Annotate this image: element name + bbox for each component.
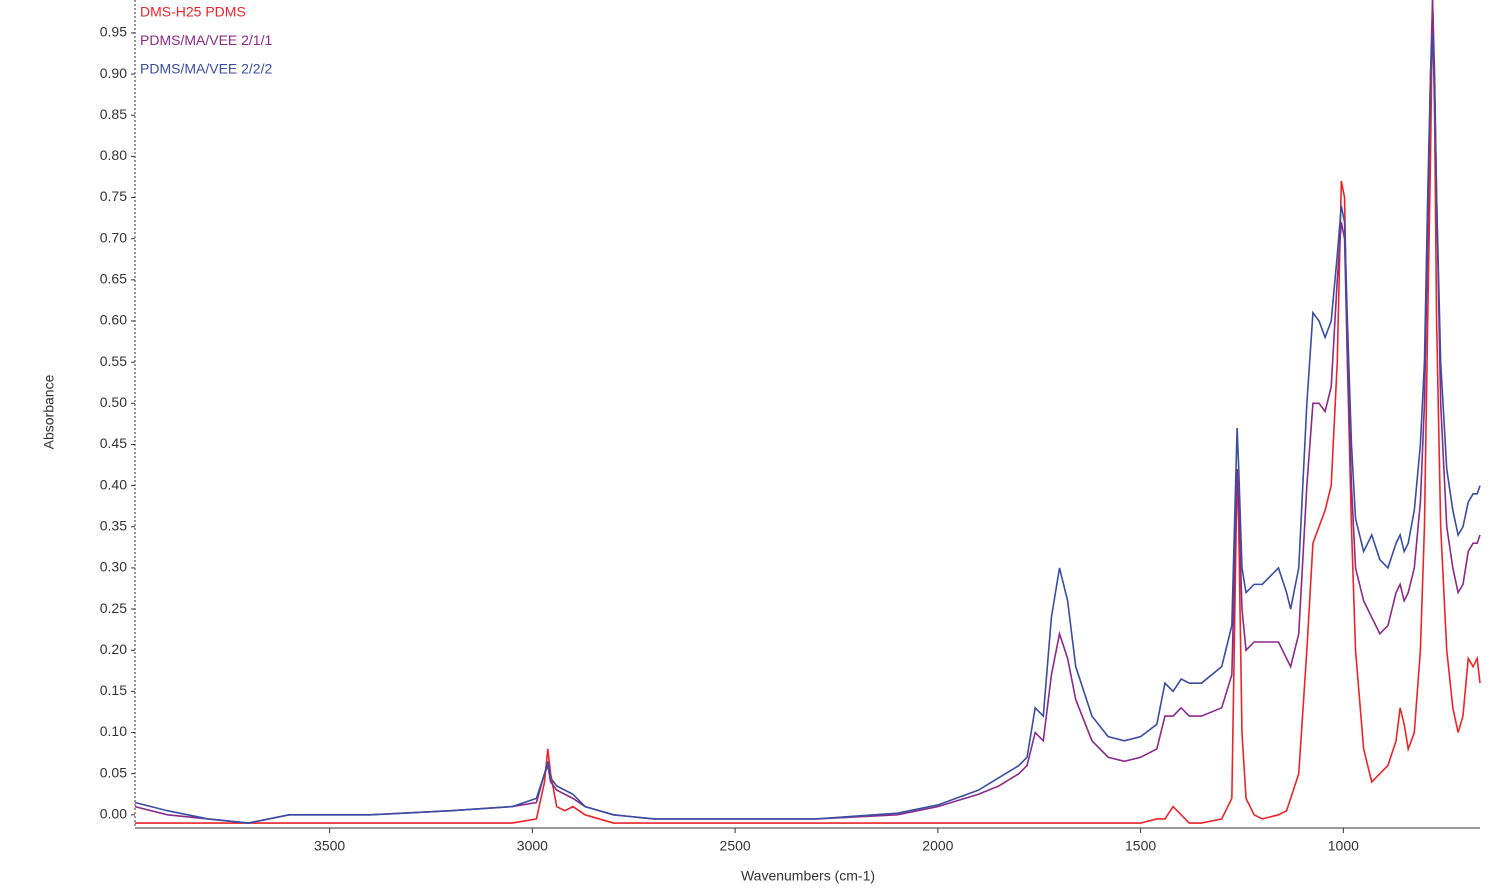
- legend-entry: DMS-H25 PDMS: [140, 4, 246, 20]
- y-tick-label: 0.30: [100, 559, 127, 575]
- y-tick-label: 0.40: [100, 476, 127, 492]
- series-line: [135, 0, 1481, 824]
- y-tick-label: 0.95: [100, 24, 127, 40]
- y-tick-label: 0.35: [100, 517, 127, 533]
- y-tick-label: 0.80: [100, 147, 127, 163]
- x-tick-label: 3500: [314, 838, 345, 854]
- y-tick-label: 0.60: [100, 312, 127, 328]
- y-tick-label: 0.65: [100, 271, 127, 287]
- x-tick-label: 2000: [922, 838, 953, 854]
- y-tick-label: 0.20: [100, 641, 127, 657]
- y-tick-label: 0.55: [100, 353, 127, 369]
- y-tick-label: 0.00: [100, 806, 127, 822]
- x-tick-label: 1000: [1328, 838, 1359, 854]
- y-tick-label: 0.85: [100, 106, 127, 122]
- y-tick-label: 0.50: [100, 394, 127, 410]
- series-line: [134, 32, 1481, 824]
- y-tick-label: 0.75: [100, 188, 127, 204]
- x-axis-title: Wavenumbers (cm-1): [741, 868, 875, 884]
- x-tick-label: 1500: [1125, 838, 1156, 854]
- series-line: [134, 0, 1481, 824]
- y-tick-label: 0.15: [100, 682, 127, 698]
- legend-entry: PDMS/MA/VEE 2/2/2: [140, 61, 272, 77]
- y-tick-label: 0.25: [100, 600, 127, 616]
- y-tick-label: 0.05: [100, 764, 127, 780]
- y-tick-label: 0.45: [100, 435, 127, 451]
- legend-entry: PDMS/MA/VEE 2/1/1: [140, 32, 272, 48]
- y-tick-label: 0.10: [100, 723, 127, 739]
- y-axis-title: Absorbance: [41, 374, 57, 449]
- x-tick-label: 2500: [720, 838, 751, 854]
- x-tick-label: 3000: [517, 838, 548, 854]
- y-tick-label: 0.90: [100, 65, 127, 81]
- y-tick-label: 0.70: [100, 229, 127, 245]
